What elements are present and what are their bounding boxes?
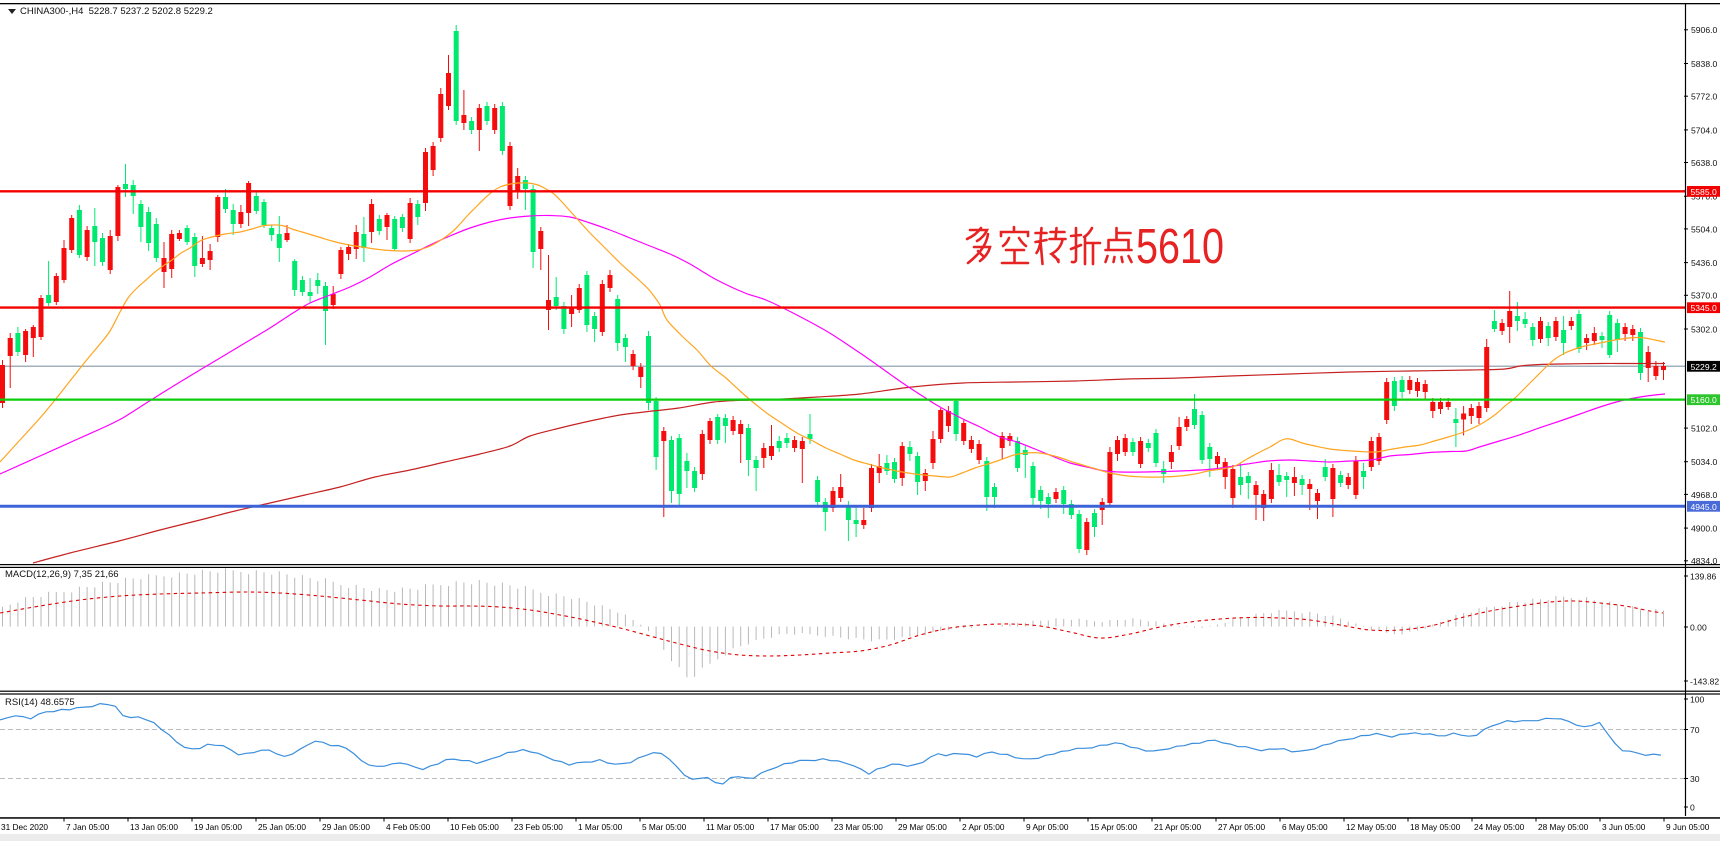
svg-text:CHINA300-,H4 5228.7 5237.2 52: CHINA300-,H4 5228.7 5237.2 5202.8 5229.2 bbox=[20, 6, 213, 17]
svg-text:5302.0: 5302.0 bbox=[1691, 324, 1718, 334]
svg-text:23 Mar 05:00: 23 Mar 05:00 bbox=[834, 822, 883, 832]
svg-text:9 Jun 05:00: 9 Jun 05:00 bbox=[1666, 822, 1710, 832]
svg-text:23 Feb 05:00: 23 Feb 05:00 bbox=[514, 822, 563, 832]
svg-text:11 Mar 05:00: 11 Mar 05:00 bbox=[706, 822, 755, 832]
svg-text:29 Mar 05:00: 29 Mar 05:00 bbox=[898, 822, 947, 832]
svg-text:0.00: 0.00 bbox=[1690, 622, 1707, 632]
svg-text:25 Jan 05:00: 25 Jan 05:00 bbox=[258, 822, 306, 832]
svg-text:5436.0: 5436.0 bbox=[1691, 258, 1718, 268]
svg-text:4968.0: 4968.0 bbox=[1691, 490, 1718, 500]
svg-text:19 Jan 05:00: 19 Jan 05:00 bbox=[194, 822, 242, 832]
svg-text:13 Jan 05:00: 13 Jan 05:00 bbox=[130, 822, 178, 832]
svg-text:21 Apr 05:00: 21 Apr 05:00 bbox=[1154, 822, 1201, 832]
svg-text:5 Mar 05:00: 5 Mar 05:00 bbox=[642, 822, 687, 832]
svg-text:5345.0: 5345.0 bbox=[1691, 303, 1718, 313]
svg-text:1 Mar 05:00: 1 Mar 05:00 bbox=[578, 822, 623, 832]
svg-text:5704.0: 5704.0 bbox=[1691, 125, 1718, 135]
svg-text:-143.82: -143.82 bbox=[1690, 676, 1719, 686]
svg-text:5370.0: 5370.0 bbox=[1691, 291, 1718, 301]
svg-text:4945.0: 4945.0 bbox=[1691, 502, 1718, 512]
svg-text:27 Apr 05:00: 27 Apr 05:00 bbox=[1218, 822, 1265, 832]
svg-text:70: 70 bbox=[1690, 725, 1700, 735]
svg-text:5638.0: 5638.0 bbox=[1691, 158, 1718, 168]
svg-text:4 Feb 05:00: 4 Feb 05:00 bbox=[386, 822, 431, 832]
svg-text:139.86: 139.86 bbox=[1690, 571, 1717, 581]
svg-text:MACD(12,26,9) 7,35 21,66: MACD(12,26,9) 7,35 21,66 bbox=[5, 569, 119, 580]
svg-text:24 May 05:00: 24 May 05:00 bbox=[1474, 822, 1525, 832]
svg-text:9 Apr 05:00: 9 Apr 05:00 bbox=[1026, 822, 1069, 832]
svg-text:30: 30 bbox=[1690, 774, 1700, 784]
svg-text:5585.0: 5585.0 bbox=[1691, 187, 1718, 197]
svg-text:5160.0: 5160.0 bbox=[1691, 395, 1718, 405]
svg-text:5906.0: 5906.0 bbox=[1691, 25, 1718, 35]
svg-text:3 Jun 05:00: 3 Jun 05:00 bbox=[1602, 822, 1646, 832]
svg-text:17 Mar 05:00: 17 Mar 05:00 bbox=[770, 822, 819, 832]
svg-text:15 Apr 05:00: 15 Apr 05:00 bbox=[1090, 822, 1137, 832]
svg-text:12 May 05:00: 12 May 05:00 bbox=[1346, 822, 1397, 832]
svg-text:4834.0: 4834.0 bbox=[1691, 556, 1718, 566]
svg-text:29 Jan 05:00: 29 Jan 05:00 bbox=[322, 822, 370, 832]
svg-text:7 Jan 05:00: 7 Jan 05:00 bbox=[66, 822, 110, 832]
svg-text:5838.0: 5838.0 bbox=[1691, 59, 1718, 69]
svg-text:28 May 05:00: 28 May 05:00 bbox=[1538, 822, 1589, 832]
svg-text:5610: 5610 bbox=[1136, 220, 1224, 274]
svg-text:0: 0 bbox=[1690, 802, 1695, 812]
svg-text:2 Apr 05:00: 2 Apr 05:00 bbox=[962, 822, 1005, 832]
svg-text:5229.2: 5229.2 bbox=[1691, 362, 1718, 372]
svg-text:100: 100 bbox=[1690, 694, 1705, 704]
svg-text:RSI(14) 48.6575: RSI(14) 48.6575 bbox=[5, 697, 75, 708]
svg-text:10 Feb 05:00: 10 Feb 05:00 bbox=[450, 822, 499, 832]
svg-text:5772.0: 5772.0 bbox=[1691, 92, 1718, 102]
svg-text:6 May 05:00: 6 May 05:00 bbox=[1282, 822, 1328, 832]
svg-text:5504.0: 5504.0 bbox=[1691, 224, 1718, 234]
svg-text:5102.0: 5102.0 bbox=[1691, 424, 1718, 434]
svg-text:18 May 05:00: 18 May 05:00 bbox=[1410, 822, 1461, 832]
svg-text:4900.0: 4900.0 bbox=[1691, 524, 1718, 534]
svg-text:5034.0: 5034.0 bbox=[1691, 457, 1718, 467]
svg-text:31 Dec 2020: 31 Dec 2020 bbox=[1, 822, 48, 832]
